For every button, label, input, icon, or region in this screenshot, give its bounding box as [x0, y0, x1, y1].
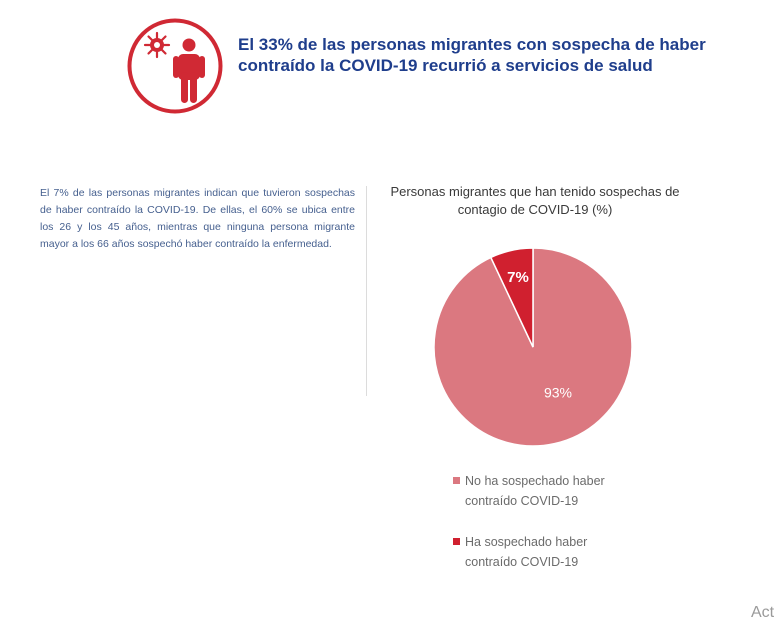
- watermark-text: Act: [751, 604, 775, 621]
- chart-title: Personas migrantes que han tenido sospec…: [390, 184, 680, 217]
- vertical-divider: [366, 186, 367, 396]
- body-paragraph: El 7% de las personas migrantes indican …: [40, 187, 355, 250]
- legend-label-not-suspected: No ha sospechado haber contraído COVID-1…: [465, 474, 605, 508]
- pie-slice-suspected: [489, 247, 534, 348]
- person-icon: [173, 38, 205, 103]
- virus-icon: [143, 31, 171, 59]
- legend-item-suspected: Ha sospechado haber contraído COVID-19: [453, 532, 683, 572]
- icon-ring: [127, 18, 223, 114]
- legend-swatch-suspected: [453, 538, 460, 545]
- pie-chart: 93% 7%: [433, 247, 633, 447]
- legend-label-suspected: Ha sospechado haber contraído COVID-19: [465, 535, 588, 569]
- pie-label-suspected: 7%: [507, 269, 529, 286]
- legend-swatch-not-suspected: [453, 477, 460, 484]
- chart-legend: No ha sospechado haber contraído COVID-1…: [453, 471, 683, 593]
- page-title: El 33% de las personas migrantes con sos…: [238, 35, 706, 75]
- legend-item-not-suspected: No ha sospechado haber contraído COVID-1…: [453, 471, 683, 511]
- person-virus-icon: [127, 18, 223, 114]
- pie-label-not-suspected: 93%: [544, 385, 572, 401]
